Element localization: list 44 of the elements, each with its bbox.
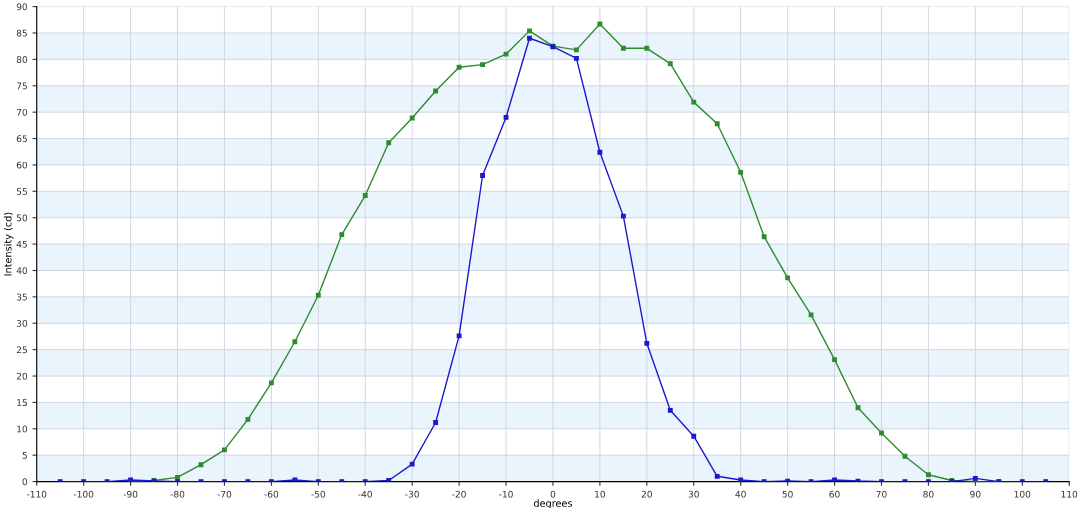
y-tick-label: 45 [16,240,27,248]
x-tick-label: -90 [123,490,138,498]
x-tick-label: -80 [170,490,185,498]
y-tick-label: 85 [16,29,27,37]
x-tick-label: -60 [264,490,279,498]
y-tick-label: 20 [16,372,28,380]
y-tick-label: 10 [17,425,28,433]
y-tick-label: 0 [22,478,28,486]
x-tick-label: 80 [923,490,934,498]
y-tick-label: 5 [22,452,27,459]
x-tick-label: 0 [550,490,556,498]
x-tick-label: 100 [1014,490,1031,498]
y-tick-label: 35 [16,293,27,301]
x-tick-label: 70 [876,490,887,498]
x-tick-label: 10 [595,490,606,498]
x-tick-label: 60 [829,490,840,498]
y-tick-label: 90 [16,3,28,11]
x-tick-label: -110 [26,490,47,498]
y-tick-label: 75 [16,82,27,90]
y-tick-label: 40 [16,267,28,275]
y-axis-title: Intensity (cd) [4,212,14,276]
x-tick-label: -70 [217,490,232,498]
x-tick-label: 110 [1061,490,1078,498]
x-tick-label: 90 [970,490,981,498]
x-tick-label: -10 [499,490,513,498]
y-tick-label: 25 [16,346,27,354]
y-tick-label: 65 [16,135,27,143]
y-tick-label: 30 [16,319,28,327]
x-tick-label: 20 [641,490,652,498]
y-tick-label: 50 [16,214,28,222]
x-tick-label: 40 [735,490,746,498]
x-tick-label: 30 [688,490,699,498]
x-tick-label: 50 [782,490,793,498]
x-tick-label: -30 [405,490,419,498]
x-tick-label: -20 [452,490,466,498]
x-axis-title: degrees [533,499,573,508]
y-tick-label: 60 [16,161,28,169]
x-tick-label: -50 [311,490,326,498]
x-tick-label: -40 [358,490,373,498]
y-tick-label: 15 [17,399,27,406]
x-tick-label: -100 [73,490,94,498]
y-tick-label: 80 [16,56,28,63]
y-tick-label: 55 [16,188,27,195]
y-tick-label: 70 [16,108,28,116]
